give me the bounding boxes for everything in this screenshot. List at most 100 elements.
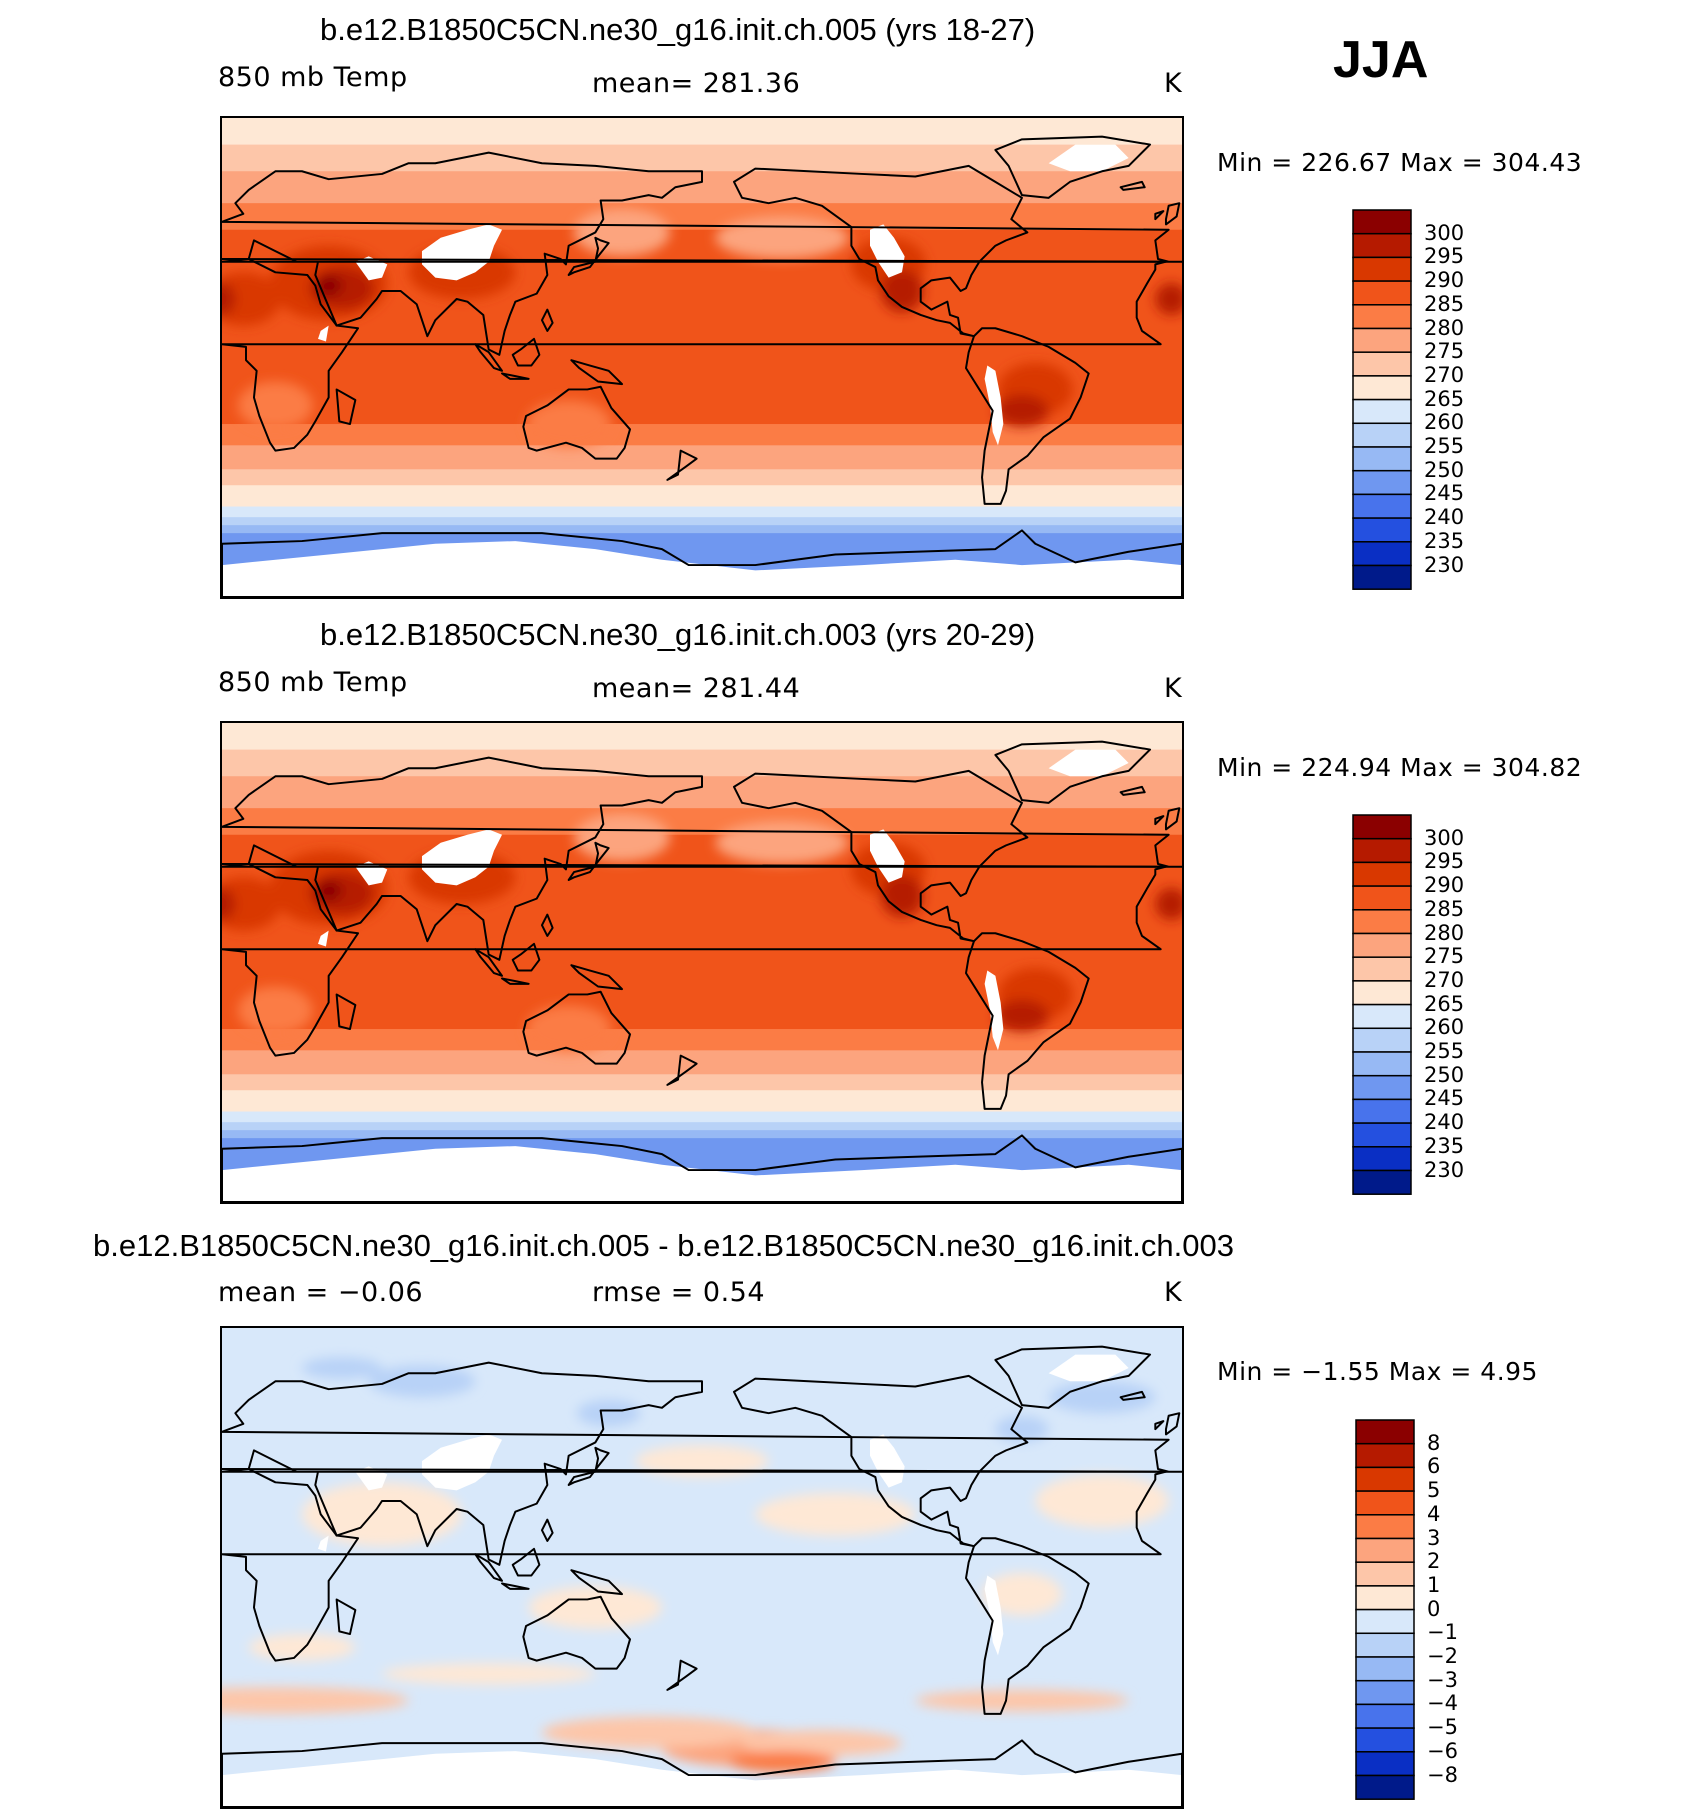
coastline (570, 964, 624, 991)
difference-contour (542, 1716, 756, 1749)
difference-contour (1035, 1474, 1169, 1528)
colorbar-swatch (1352, 1122, 1412, 1148)
masked-region (984, 365, 1004, 446)
panel-2-variable-label: 850 mb Temp (218, 667, 408, 698)
panel-2-units: K (1164, 673, 1183, 704)
temperature-contour (526, 400, 612, 448)
colorbar-tick-label: −4 (1427, 1691, 1458, 1716)
temperature-band (222, 749, 1182, 778)
coastline (1154, 1420, 1165, 1431)
colorbar-swatch (1352, 351, 1412, 377)
difference-contour (755, 1492, 916, 1536)
coastline (965, 327, 1090, 505)
colorbar-swatch (1352, 232, 1412, 259)
coastline (1119, 180, 1146, 191)
temperature-band (222, 1122, 1182, 1132)
colorbar-swatch (1352, 1169, 1412, 1195)
temperature-band (222, 424, 1182, 447)
temperature-contour (238, 381, 313, 430)
colorbar-swatch (1352, 564, 1412, 590)
colorbar-tick-label: 3 (1427, 1525, 1441, 1550)
colorbar-swatch (1355, 1751, 1415, 1777)
panel-2-title: b.e12.B1850C5CN.ne30_g16.init.ch.003 (yr… (320, 617, 1036, 652)
masked-region (870, 224, 905, 278)
coastline (570, 359, 624, 386)
coastline (567, 841, 610, 881)
colorbar-tick-label: −3 (1427, 1667, 1458, 1692)
colorbar-swatch (1352, 1027, 1412, 1053)
coastline (474, 948, 504, 977)
coastline (511, 942, 541, 972)
masked-region (222, 541, 1182, 597)
colorbar-swatch (1352, 541, 1412, 567)
coastline (666, 1054, 698, 1086)
temperature-band (222, 517, 1182, 527)
coastline (732, 164, 1029, 338)
coastline (732, 1374, 1029, 1548)
colorbar-tick-label: 300 (1424, 825, 1465, 850)
coastline (501, 977, 530, 985)
coastline (540, 913, 554, 937)
coastline (1119, 1390, 1146, 1401)
colorbar-tick-label: −6 (1427, 1738, 1458, 1763)
temperature-band (222, 469, 1182, 487)
coastline (1154, 815, 1165, 826)
colorbar-swatch (1355, 1632, 1415, 1658)
colorbar-swatch (1355, 1656, 1415, 1682)
temperature-contour (222, 272, 281, 326)
difference-contour (368, 1365, 476, 1398)
colorbar-swatch (1355, 1703, 1415, 1729)
coastline (511, 1547, 541, 1577)
colorbar-tick-label: 235 (1424, 528, 1465, 553)
temperature-contour (880, 269, 924, 313)
panel-3-min-max: Min = −1.55 Max = 4.95 (1217, 1357, 1538, 1386)
coastline (540, 308, 554, 332)
coastline (666, 1659, 698, 1691)
colorbar-tick-label: 265 (1424, 991, 1465, 1016)
colorbar-tick-label: −1 (1427, 1620, 1458, 1645)
masked-region (421, 1434, 503, 1491)
colorbar-swatch (1352, 327, 1412, 353)
temperature-band (222, 1090, 1182, 1113)
temperature-contour (222, 282, 236, 315)
colorbar-swatch (1352, 861, 1412, 887)
colorbar-tick-label: 230 (1424, 552, 1465, 577)
colorbar-tick-label: 4 (1427, 1501, 1441, 1526)
panel-1-variable-label: 850 mb Temp (218, 62, 408, 93)
temperature-band (222, 723, 1182, 751)
coastline (222, 1468, 1167, 1662)
coastline (994, 740, 1152, 804)
coastline (222, 151, 1182, 356)
coastline (570, 1569, 624, 1596)
difference-contour (635, 1445, 769, 1478)
colorbar-tick-label: 275 (1424, 944, 1465, 969)
coastline (511, 337, 541, 367)
coastline (1119, 785, 1146, 796)
masked-region (1048, 1354, 1129, 1382)
coastline (335, 993, 357, 1031)
colorbar-tick-label: 1 (1427, 1572, 1441, 1597)
temperature-contour (222, 887, 236, 920)
colorbar-tick-label: 240 (1424, 1110, 1465, 1135)
temperature-contour (995, 394, 1049, 427)
colorbar-tick-label: 265 (1424, 386, 1465, 411)
colorbar-swatch (1355, 1466, 1415, 1492)
season-label: JJA (1333, 31, 1429, 89)
panel-3-rmse-label: rmse = 0.54 (592, 1277, 766, 1308)
masked-region (318, 930, 329, 947)
colorbar-tick-label: 5 (1427, 1478, 1441, 1503)
colorbar-swatch (1352, 1098, 1412, 1124)
masked-region (984, 1575, 1004, 1656)
colorbar-tick-label: 2 (1427, 1549, 1441, 1574)
colorbar-swatch (1355, 1514, 1415, 1540)
colorbar-swatch (1355, 1490, 1415, 1516)
temperature-contour (715, 216, 849, 260)
colorbar-swatch (1352, 304, 1412, 330)
colorbar-tick-label: 295 (1424, 849, 1465, 874)
colorbar-swatch (1352, 837, 1412, 864)
temperature-band (222, 1074, 1182, 1092)
panel-3-mean-label: mean = −0.06 (218, 1277, 424, 1308)
coastline (1164, 1412, 1181, 1436)
colorbar-tick-label: 240 (1424, 505, 1465, 530)
coastline (335, 1598, 357, 1636)
